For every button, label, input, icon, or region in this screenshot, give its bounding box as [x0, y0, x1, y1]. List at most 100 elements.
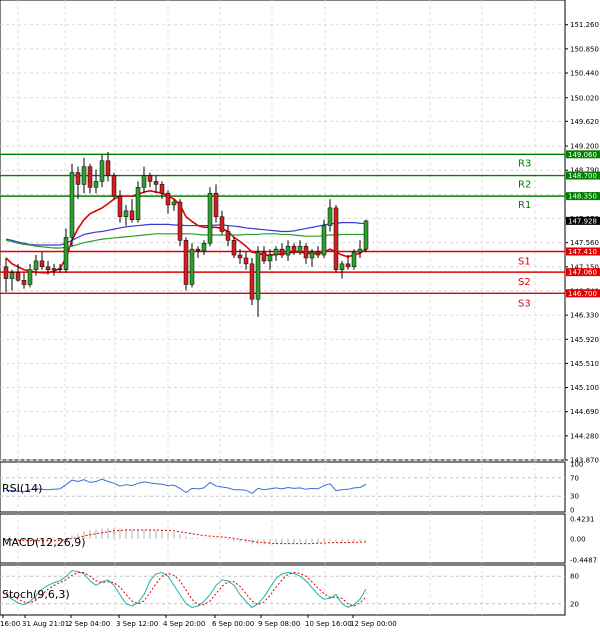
- candle-body: [117, 195, 123, 217]
- y-tick-label: 151.260: [570, 21, 599, 29]
- x-tick-label: 10 Sep 16:00: [305, 620, 352, 628]
- candle-body: [321, 225, 327, 256]
- price-tag-bg: [566, 192, 600, 201]
- rsi-tick-label: 70: [570, 474, 579, 482]
- x-tick-label: 31 Aug 21:01: [22, 620, 69, 628]
- y-tick-label: 143.870: [570, 457, 599, 465]
- rsi-label: RSI(14): [2, 482, 42, 495]
- candle-body: [33, 260, 39, 271]
- candle-body: [279, 248, 285, 256]
- rsi-tick-label: 30: [570, 493, 579, 501]
- candle-body: [261, 251, 267, 262]
- price-tag-bg: [566, 247, 600, 256]
- candle-body: [297, 245, 303, 253]
- level-label: R2: [518, 180, 531, 191]
- price-tag: 149.060: [568, 151, 597, 159]
- candle-body: [87, 166, 93, 188]
- x-tick-label: 2 Sep 04:00: [68, 620, 110, 628]
- candle-body: [147, 175, 153, 182]
- candle-body: [75, 172, 81, 185]
- macd-label: MACD(12,26,9): [2, 536, 86, 549]
- candle-body: [183, 240, 189, 285]
- price-tag-bg: [566, 150, 600, 159]
- y-tick-label: 144.280: [570, 432, 599, 440]
- y-tick-label: 149.620: [570, 118, 599, 126]
- candle-body: [63, 237, 69, 271]
- level-label: S1: [518, 256, 531, 267]
- y-tick-label: 149.200: [570, 143, 599, 151]
- candle-body: [189, 248, 195, 285]
- x-tick-label: 16:00: [0, 620, 20, 628]
- stoch-d-line: [5, 572, 367, 607]
- candle-body: [21, 280, 27, 285]
- candle-body: [303, 245, 309, 259]
- candle-body: [213, 192, 219, 217]
- candle-body: [51, 268, 57, 271]
- candle-body: [285, 245, 291, 256]
- candle-body: [135, 187, 141, 220]
- panel-frame: [0, 513, 566, 564]
- y-tick-label: 144.690: [570, 408, 599, 416]
- candle-body: [333, 207, 339, 271]
- level-label: S3: [518, 298, 531, 309]
- candle-body: [231, 240, 237, 256]
- candle-body: [141, 175, 147, 188]
- price-tag-bg: [566, 289, 600, 298]
- macd-tick-label: 0.00: [570, 535, 586, 543]
- y-tick-label: 150.440: [570, 70, 599, 78]
- price-tag: 147.410: [568, 248, 597, 256]
- candle-body: [291, 245, 297, 253]
- price-tag-bg: [566, 268, 600, 277]
- price-tag: 146.700: [568, 290, 597, 298]
- y-tick-label: 150.020: [570, 94, 599, 102]
- current-price: 147.928: [568, 217, 597, 225]
- macd-signal-line: [6, 529, 367, 545]
- candle-body: [315, 251, 321, 256]
- candle-body: [27, 269, 33, 285]
- x-tick-label: 3 Sep 12:00: [116, 620, 158, 628]
- candle-body: [345, 263, 351, 268]
- candle-body: [129, 210, 135, 220]
- y-tick-label: 145.510: [570, 360, 599, 368]
- candle-body: [3, 266, 9, 279]
- price-tag: 147.060: [568, 269, 597, 277]
- x-tick-label: 6 Sep 00:00: [212, 620, 254, 628]
- y-tick-label: 148.790: [570, 167, 599, 175]
- candle-body: [159, 184, 165, 194]
- rsi-line: [5, 478, 367, 495]
- y-tick-label: 145.100: [570, 384, 599, 392]
- candle-body: [105, 160, 111, 176]
- candle-body: [111, 175, 117, 197]
- candle-body: [363, 220, 369, 250]
- candle-body: [225, 231, 231, 241]
- x-tick-label: 9 Sep 08:00: [258, 620, 300, 628]
- x-tick-label: 12 Sep 00:00: [350, 620, 397, 628]
- price-tag-bg: [566, 171, 600, 180]
- candle-body: [201, 243, 207, 252]
- y-tick-label: 150.850: [570, 45, 599, 53]
- candle-body: [309, 251, 315, 259]
- candle-body: [249, 263, 255, 300]
- stoch-k-line: [5, 570, 367, 609]
- panel-frame: [0, 461, 566, 513]
- candle-body: [45, 266, 51, 271]
- current-price-bg: [566, 216, 600, 225]
- panel-frame: [0, 564, 566, 616]
- y-tick-label: 146.330: [570, 312, 599, 320]
- level-label: S2: [518, 277, 531, 288]
- rsi-tick-label: 100: [570, 461, 583, 469]
- price-tag: 148.700: [568, 172, 597, 180]
- candle-body: [69, 172, 75, 238]
- candle-body: [237, 254, 243, 259]
- candle-body: [123, 210, 129, 217]
- candle-body: [39, 260, 45, 268]
- candle-body: [351, 251, 357, 268]
- candle-body: [93, 181, 99, 188]
- macd-tick-label: -0.4487: [570, 557, 597, 565]
- candle-body: [243, 257, 249, 265]
- x-tick-label: 4 Sep 20:00: [163, 620, 205, 628]
- candle-body: [171, 201, 177, 206]
- candle-body: [9, 272, 15, 279]
- candle-body: [327, 207, 333, 226]
- candle-body: [177, 201, 183, 241]
